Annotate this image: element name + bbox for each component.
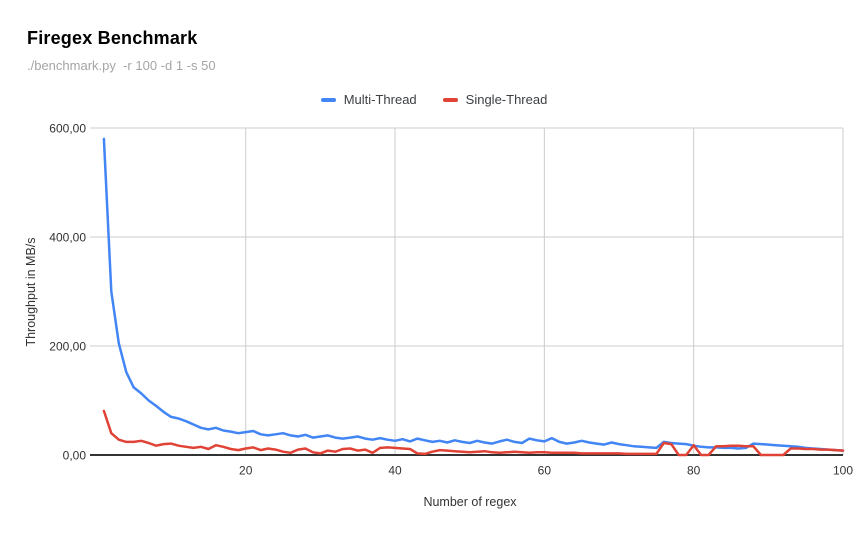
x-axis-title: Number of regex [423,495,517,509]
series-line-multi-thread [102,137,845,452]
legend-item-single-thread[interactable]: Single-Thread [442,92,548,107]
y-tick-label: 600,00 [49,122,86,136]
chart-title: Firegex Benchmark [27,28,198,48]
y-tick-label: 200,00 [49,340,86,354]
y-tick-label: 400,00 [49,231,86,245]
single-thread-series-swatch-icon [442,97,458,102]
x-tick-label: 100 [833,464,853,478]
x-tick-label: 20 [239,464,253,478]
legend-label-multi-thread: Multi-Thread [343,92,417,107]
x-tick-label: 60 [538,464,552,478]
legend-item-multi-thread[interactable]: Multi-Thread [320,92,417,107]
legend-label-single-thread: Single-Thread [465,92,548,107]
chart-subtitle: ./benchmark.py -r 100 -d 1 -s 50 [27,58,216,73]
multi-thread-series-swatch-icon [320,97,336,102]
y-tick-label: 0,00 [63,449,87,463]
legend: Multi-Thread Single-Thread [0,92,868,107]
series-line-single-thread [102,409,845,457]
y-axis-title: Throughput in MB/s [24,237,38,347]
x-tick-label: 40 [388,464,402,478]
x-tick-label: 80 [687,464,701,478]
